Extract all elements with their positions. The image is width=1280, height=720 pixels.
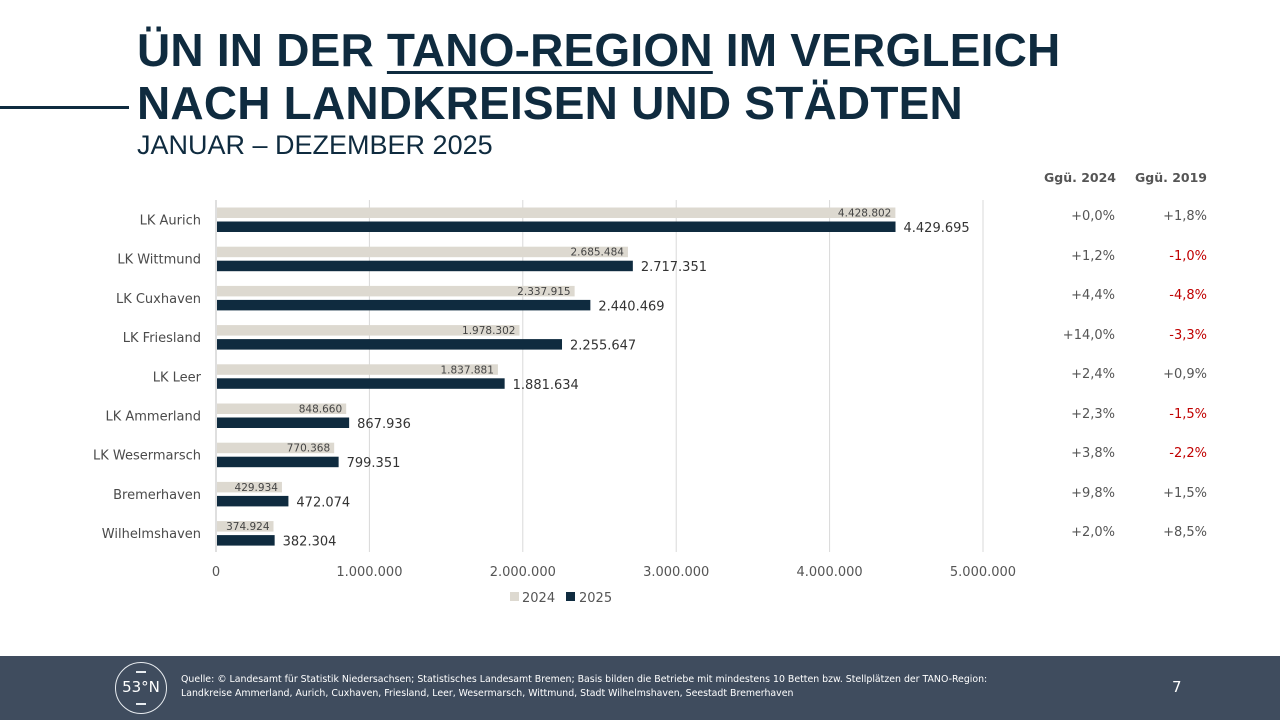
category-label: LK Friesland [123,331,201,346]
data-label-2025: 799.351 [347,456,401,471]
category-label: LK Wesermarsch [93,449,201,464]
title-suffix: IM VERGLEICH [712,24,1061,76]
x-tick-label: 5.000.000 [950,565,1016,580]
data-label-2025: 472.074 [296,495,350,510]
x-tick-label: 3.000.000 [643,565,709,580]
bar-2025 [217,417,350,428]
pct-vs-2019: -2,2% [1169,446,1207,461]
pct-vs-2019: +0,9% [1163,367,1207,382]
header-vs-2019: Ggü. 2019 [1135,170,1207,185]
bar-2024 [217,403,347,414]
title-prefix: ÜN IN DER [137,24,387,76]
pct-vs-2019: -3,3% [1169,327,1207,343]
source-line-2: Landkreise Ammerland, Aurich, Cuxhaven, … [181,688,794,699]
bar-2025 [217,299,591,311]
bar-2025 [217,495,289,507]
data-label-2024: 374.924 [226,521,270,533]
pct-vs-2024: +9,8% [1071,485,1115,501]
legend-label-2024: 2024 [522,591,555,606]
data-label-2024: 429.934 [235,482,279,494]
data-label-2025: 1.881.634 [513,378,579,393]
pct-vs-2024: +2,0% [1071,525,1115,540]
logo-bar-bottom [136,703,146,705]
pct-vs-2024: +2,4% [1071,367,1115,382]
x-tick-label: 2.000.000 [490,565,556,580]
legend-label-2025: 2025 [579,591,612,606]
pct-vs-2019: +1,8% [1163,209,1207,224]
logo-53n: 53°N [115,662,167,714]
legend-swatch-2025 [566,592,575,601]
bar-2024 [217,246,628,258]
pct-vs-2019: +1,5% [1163,485,1207,501]
pct-vs-2019: -1,0% [1169,248,1207,264]
bar-2024 [217,207,896,218]
category-label: LK Wittmund [117,253,201,268]
pct-vs-2024: +3,8% [1071,446,1115,461]
page-number: 7 [1172,678,1182,696]
title-line-2: NACH LANDKREISEN UND STÄDTEN [137,77,963,129]
data-label-2025: 2.255.647 [570,339,636,354]
bar-chart: 0 1.000.000 2.000.000 3.000.000 4.000.000 5.0… [93,200,1016,606]
category-label: LK Ammerland [105,410,201,425]
bar-2024 [217,442,335,454]
logo-bar-top [136,671,146,673]
logo-text: 53°N [122,678,160,696]
category-label: LK Aurich [140,214,201,229]
category-label: Bremerhaven [113,488,201,503]
footer [0,656,1280,720]
category-label: LK Cuxhaven [116,292,201,307]
header-vs-2024: Ggü. 2024 [1044,170,1116,185]
legend-swatch-2024 [510,592,519,601]
bar-2025 [217,221,896,232]
x-tick-label: 1.000.000 [336,565,402,580]
bar-2024 [217,521,274,532]
bar-2024 [217,285,575,297]
pct-vs-2019: -4,8% [1169,288,1207,303]
bar-2025 [217,339,563,350]
subtitle: JANUAR – DEZEMBER 2025 [137,130,493,160]
bar-2024 [217,481,282,493]
data-label-2025: 4.429.695 [904,221,970,236]
bar-2025 [217,535,275,546]
bar-2025 [217,378,505,389]
data-label-2024: 4.428.802 [838,208,891,220]
category-label: LK Leer [153,370,202,385]
data-label-2024: 770.368 [287,443,330,455]
data-label-2024: 2.685.484 [571,247,625,259]
data-label-2025: 2.717.351 [641,260,707,275]
x-tick-label: 0 [212,565,220,580]
data-label-2025: 867.936 [357,417,411,432]
accent-line [0,106,129,109]
bar-2024 [217,364,498,375]
pct-vs-2024: +4,4% [1071,288,1115,303]
title-line-1: ÜN IN DER TANO-REGION IM VERGLEICH [137,24,1060,77]
data-label-2024: 2.337.915 [517,286,570,298]
pct-vs-2024: +1,2% [1071,248,1115,264]
source-note: Quelle: © Landesamt für Statistik Nieder… [181,673,1051,701]
pct-vs-2024: +14,0% [1062,327,1115,343]
bar-2024 [217,325,520,336]
page-title: ÜN IN DER TANO-REGION IM VERGLEICH NACH … [137,24,1060,130]
data-label-2024: 1.837.881 [440,364,493,376]
pct-vs-2024: +2,3% [1071,406,1115,422]
bar-2025 [217,260,633,272]
pct-vs-2019: -1,5% [1169,406,1207,422]
source-line-1: Quelle: © Landesamt für Statistik Nieder… [181,674,988,685]
title-underlined: TANO-REGION [386,24,713,76]
data-label-2025: 2.440.469 [598,299,664,314]
data-label-2025: 382.304 [283,535,337,550]
data-label-2024: 848.660 [299,404,342,416]
pct-vs-2019: +8,5% [1163,525,1207,540]
x-tick-label: 4.000.000 [797,565,863,580]
data-label-2024: 1.978.302 [462,325,515,337]
category-label: Wilhelmshaven [102,527,201,542]
pct-vs-2024: +0,0% [1071,209,1115,224]
bar-2025 [217,456,339,468]
